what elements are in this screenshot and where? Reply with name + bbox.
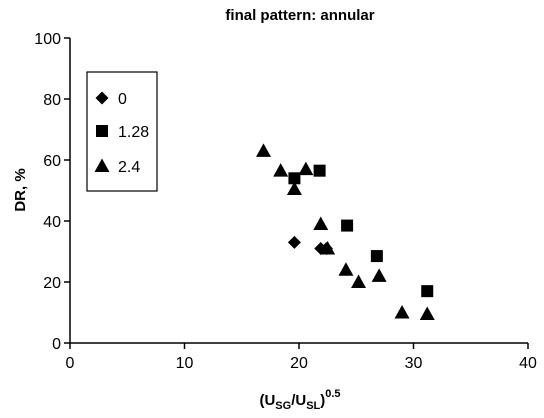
y-tick-label: 0 (52, 336, 61, 353)
x-tick-label: 30 (405, 355, 423, 372)
legend-triangle-icon (94, 158, 110, 172)
x-axis-label: (USG/USL)0.5 (259, 388, 340, 412)
triangle-marker (351, 274, 367, 288)
y-tick-label: 60 (43, 153, 61, 170)
data-points (256, 143, 435, 321)
triangle-marker (298, 161, 314, 176)
square-marker (288, 172, 301, 185)
square-marker (370, 250, 383, 263)
triangle-marker (256, 143, 272, 157)
legend-square-icon (96, 125, 108, 137)
triangle-marker (371, 268, 387, 282)
x-label-sub2: SL (306, 400, 320, 412)
y-tick-label: 100 (34, 31, 61, 48)
diamond-marker (287, 235, 301, 249)
x-tick-label: 0 (66, 355, 75, 372)
square-marker (313, 164, 326, 177)
triangle-marker (394, 305, 410, 319)
chart-title: final pattern: annular (225, 7, 374, 24)
square-marker (341, 219, 354, 232)
x-label-sup: 0.5 (325, 388, 340, 400)
legend: 0 1.28 2.4 (86, 71, 158, 192)
legend-label: 2.4 (118, 159, 140, 176)
y-tick-label: 40 (43, 214, 61, 231)
triangle-marker (338, 262, 354, 276)
x-tick-label: 40 (519, 355, 537, 372)
triangle-marker (313, 216, 329, 231)
y-axis-label: DR, % (12, 168, 29, 211)
x-label-sub1: SG (275, 400, 291, 412)
legend-label: 0 (118, 91, 127, 108)
triangle-marker (286, 181, 302, 195)
y-tick-label: 80 (43, 92, 61, 109)
legend-label: 1.28 (118, 124, 149, 141)
legend-diamond-icon (95, 91, 109, 105)
x-tick-label: 10 (176, 355, 194, 372)
x-label-close: ) (320, 392, 325, 409)
y-tick-label: 20 (43, 275, 61, 292)
triangle-marker (320, 240, 336, 255)
triangle-marker (273, 163, 289, 177)
x-label-mid: /U (291, 392, 306, 409)
tick-group: 0 10 20 30 40 0 20 40 60 80 100 (34, 31, 537, 372)
x-label-base: (U (259, 392, 275, 409)
square-marker (421, 285, 434, 298)
x-tick-label: 20 (290, 355, 308, 372)
triangle-marker (419, 306, 435, 321)
